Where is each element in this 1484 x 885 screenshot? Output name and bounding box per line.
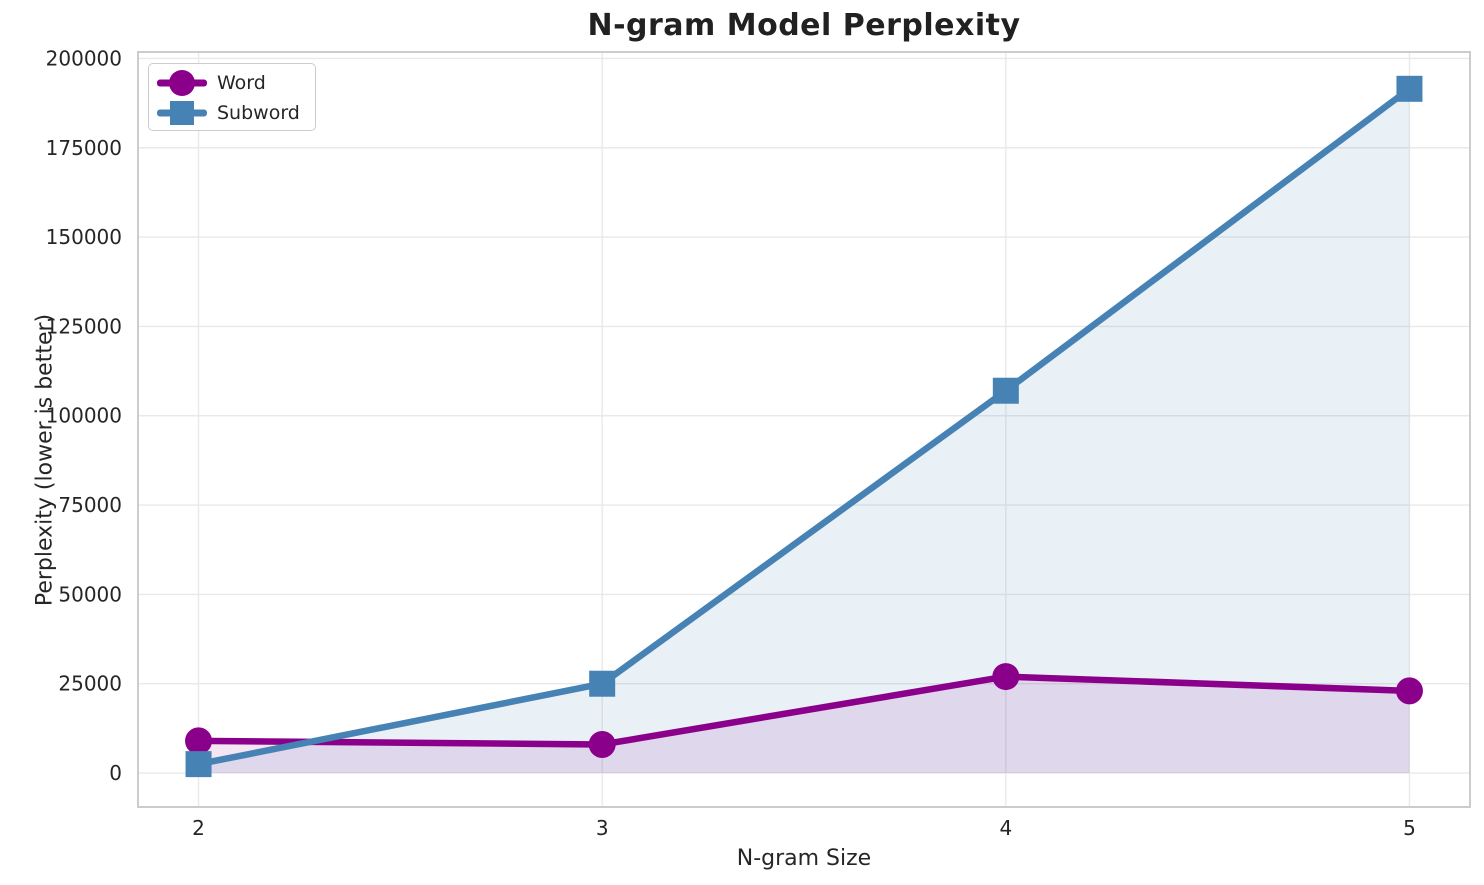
area-fill-word <box>198 676 1410 774</box>
x-axis-label: N-gram Size <box>736 846 872 871</box>
x-tick-label-4: 4 <box>999 816 1012 840</box>
marker-word-2 <box>185 727 213 755</box>
y-tick-label-200000: 200000 <box>46 46 122 70</box>
y-tick-label-100000: 100000 <box>46 404 122 428</box>
plot-border <box>137 51 1471 808</box>
x-tick-label-5: 5 <box>1403 816 1416 840</box>
series-line-word <box>195 673 1413 748</box>
x-tick-label-3: 3 <box>596 816 609 840</box>
series-line-subword <box>195 85 1413 768</box>
chart-title: N-gram Model Perplexity <box>587 8 1021 43</box>
marker-word-5 <box>1395 677 1423 705</box>
y-tick-label-75000: 75000 <box>58 493 122 517</box>
marker-subword-3 <box>589 670 616 697</box>
x-tick-label-2: 2 <box>192 816 205 840</box>
marker-subword-4 <box>992 377 1019 404</box>
y-axis-label: Perplexity (lower is better) <box>32 313 58 607</box>
y-tick-label-125000: 125000 <box>46 314 122 338</box>
subword-line-swatch <box>157 98 207 128</box>
marker-subword-5 <box>1396 75 1423 102</box>
legend-label-word: Word <box>217 72 266 94</box>
legend-entry-word: Word <box>149 68 315 98</box>
y-tick-label-25000: 25000 <box>58 672 122 696</box>
y-tick-label-175000: 175000 <box>46 136 122 160</box>
marker-word-3 <box>588 730 616 758</box>
legend: Word Subword <box>148 63 316 131</box>
subword-square-marker-icon <box>170 101 194 125</box>
y-tick-label-0: 0 <box>109 761 122 785</box>
y-tick-label-50000: 50000 <box>58 582 122 606</box>
word-line-swatch <box>157 68 207 98</box>
area-fill-subword <box>198 88 1410 774</box>
legend-entry-subword: Subword <box>149 98 315 128</box>
word-circle-marker-icon <box>169 70 195 96</box>
marker-word-4 <box>992 663 1020 691</box>
legend-label-subword: Subword <box>217 102 300 124</box>
y-tick-label-150000: 150000 <box>46 225 122 249</box>
marker-subword-2 <box>185 751 212 778</box>
